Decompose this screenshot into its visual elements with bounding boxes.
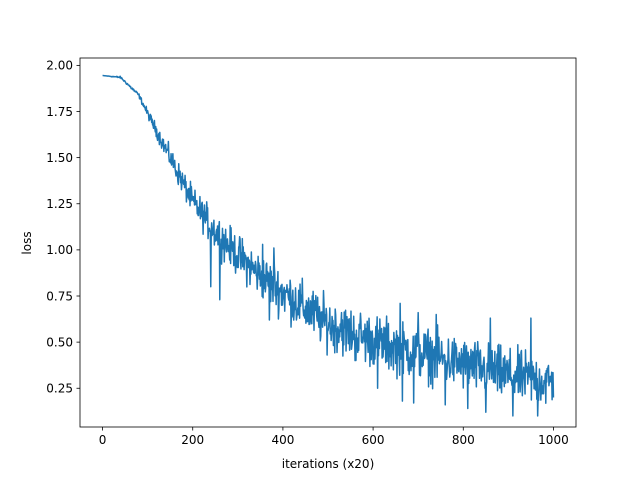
axes-layer	[79, 57, 577, 428]
x-tick-label: 200	[181, 433, 204, 447]
y-tick-label: 1.75	[46, 105, 73, 119]
x-tick-label: 0	[99, 433, 107, 447]
y-tick-label: 1.50	[46, 151, 73, 165]
y-axis-label: loss	[20, 231, 34, 254]
x-axis-ticks: 0 200 400 600 800 1000	[99, 427, 569, 447]
y-tick-label: 0.50	[46, 335, 73, 349]
x-axis-label: iterations (x20)	[282, 457, 375, 471]
y-tick-label: 1.25	[46, 197, 73, 211]
y-tick-label: 0.75	[46, 289, 73, 303]
x-tick-label: 1000	[538, 433, 569, 447]
series-layer	[102, 74, 555, 417]
y-axis-ticks: 0.25 0.50 0.75 1.00 1.25 1.50 1.75 2.00	[46, 59, 80, 396]
x-tick-label: 400	[271, 433, 294, 447]
x-tick-label: 800	[452, 433, 475, 447]
x-tick-label: 600	[362, 433, 385, 447]
y-tick-label: 1.00	[46, 243, 73, 257]
plot-frame	[79, 57, 577, 428]
y-tick-label: 2.00	[46, 59, 73, 73]
y-tick-label: 0.25	[46, 382, 73, 396]
loss-series-line	[102, 74, 555, 417]
